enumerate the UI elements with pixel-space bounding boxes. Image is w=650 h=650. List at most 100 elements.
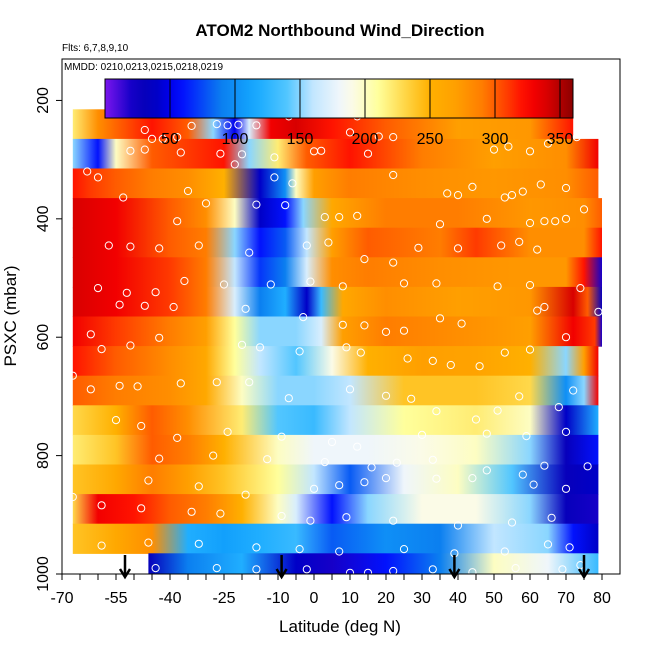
x-tick-label: -70 [50, 590, 73, 607]
data-point [515, 237, 524, 246]
data-point [342, 343, 351, 352]
data-point [140, 125, 149, 135]
x-tick-label: -10 [266, 590, 289, 607]
data-point [432, 279, 441, 288]
colorbar-tick-label: 150 [287, 131, 314, 148]
data-point [187, 507, 196, 516]
data-point [119, 193, 128, 202]
data-point [115, 381, 124, 390]
data-point [187, 121, 196, 131]
data-point [133, 382, 142, 391]
data-point [151, 288, 160, 297]
data-point [252, 565, 261, 574]
data-point [543, 540, 553, 549]
data-point [158, 134, 167, 143]
data-point [295, 347, 304, 356]
colorbar-tick-label: 350 [547, 131, 574, 148]
heatmap-band [72, 405, 599, 436]
data-point [173, 133, 182, 142]
dates-label: MMDD: 0210,0213,0215,0218,0219 [64, 62, 223, 73]
data-point [367, 463, 376, 472]
data-point [212, 378, 221, 387]
data-point [288, 179, 297, 188]
heatmap-band [72, 316, 603, 347]
x-axis-label: Latitude (deg N) [279, 617, 401, 636]
data-point [558, 565, 567, 574]
data-point [263, 455, 272, 464]
x-tick-label: 50 [485, 590, 503, 607]
data-point [230, 160, 239, 169]
data-point [97, 541, 106, 550]
chart-title: ATOM2 Northbound Wind_Direction [195, 21, 484, 40]
heatmap-band [72, 464, 599, 495]
data-point [306, 277, 315, 286]
data-point [216, 509, 225, 518]
data-point [345, 385, 355, 394]
data-point [194, 482, 203, 491]
data-point [389, 170, 398, 180]
data-point [140, 145, 149, 154]
data-point [500, 193, 509, 202]
x-tick-label: 40 [449, 590, 467, 607]
data-point [399, 545, 409, 554]
data-point [525, 218, 535, 228]
observation-points [68, 90, 603, 574]
data-point [122, 288, 131, 297]
data-point [540, 302, 549, 312]
data-point [237, 340, 247, 349]
data-point [173, 433, 182, 442]
data-point [511, 564, 520, 573]
data-point [284, 394, 293, 403]
colorbar-tick-label: 200 [352, 131, 379, 148]
flight-arrow-head [448, 568, 461, 580]
data-point [551, 217, 560, 226]
data-point [234, 120, 243, 129]
x-tick-label: 0 [310, 590, 319, 607]
data-point [561, 183, 571, 193]
data-point [111, 416, 121, 425]
x-tick-label: 10 [341, 590, 359, 607]
data-point [457, 319, 466, 328]
data-point [126, 146, 135, 155]
data-point [435, 220, 445, 229]
data-point [306, 516, 315, 525]
data-point [245, 378, 254, 387]
data-point [432, 407, 441, 416]
data-point [320, 458, 329, 467]
data-point [500, 348, 509, 357]
x-tick-label: 70 [557, 590, 575, 607]
data-point [554, 403, 563, 412]
x-tick-label: -40 [158, 590, 181, 607]
data-point [540, 217, 549, 226]
data-point [572, 133, 581, 142]
data-point [471, 415, 481, 424]
data-point [468, 182, 477, 191]
data-point [68, 371, 77, 380]
data-point [137, 421, 146, 431]
data-point [353, 211, 362, 220]
data-point [500, 547, 509, 556]
data-point [245, 248, 254, 257]
data-point [219, 280, 229, 289]
flight-arrow [118, 555, 132, 580]
data-point [507, 518, 517, 527]
y-axis: 200 400 600 800 1000 [35, 87, 62, 592]
y-tick-label: 400 [35, 205, 52, 232]
data-point [86, 385, 95, 394]
data-point [68, 492, 77, 502]
data-point [252, 543, 261, 552]
data-point [381, 327, 391, 336]
x-tick-label: -55 [104, 590, 127, 607]
data-point [83, 167, 92, 176]
data-point [579, 205, 589, 214]
data-point [453, 191, 463, 200]
data-point [212, 564, 221, 573]
data-point [381, 474, 391, 483]
colorbar-ticks: 50 100 150 200 250 300 350 [161, 79, 573, 148]
heatmap-band [72, 286, 603, 318]
data-point [360, 478, 369, 487]
flight-arrow [448, 555, 461, 580]
data-point [223, 121, 232, 130]
data-point [428, 455, 437, 464]
